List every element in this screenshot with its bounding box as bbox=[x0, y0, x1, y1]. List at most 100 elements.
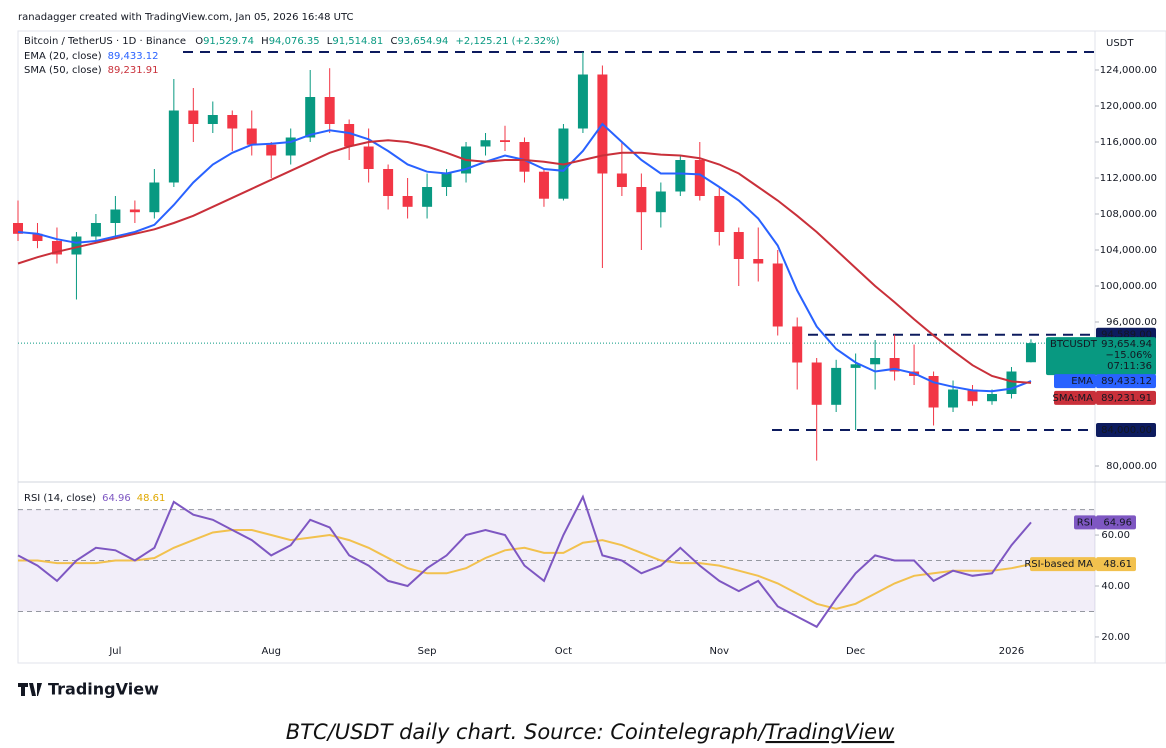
series-tag-value: 64.96 bbox=[1103, 517, 1132, 528]
series-tag-box bbox=[1096, 390, 1156, 405]
sma-value: 89,231.91 bbox=[108, 65, 159, 76]
candle-body bbox=[500, 140, 510, 143]
price-tag-text: 07:11:36 bbox=[1107, 361, 1152, 372]
candle-body bbox=[792, 326, 803, 363]
series-tag-name: SMA:MA bbox=[1053, 393, 1094, 404]
y-tick-label: 80,000.00 bbox=[1106, 461, 1157, 472]
ohlc-label: C bbox=[390, 36, 397, 47]
series-tag-name-box bbox=[1074, 515, 1096, 530]
candle-body bbox=[207, 115, 218, 125]
candle-body bbox=[344, 124, 355, 147]
candle-body bbox=[967, 389, 978, 402]
x-tick-label: Jul bbox=[108, 646, 121, 657]
candle-body bbox=[538, 171, 549, 199]
ohlc-label: O bbox=[195, 36, 203, 47]
level-tag-text: 94,589.00 bbox=[1101, 330, 1152, 341]
brand: TradingView bbox=[18, 680, 159, 699]
series-tag-box bbox=[1096, 515, 1136, 530]
candle-body bbox=[694, 160, 705, 197]
y-tick-label: 112,000.00 bbox=[1100, 173, 1157, 184]
candle-body bbox=[129, 209, 140, 213]
candle-body bbox=[188, 110, 199, 125]
candle-body bbox=[948, 389, 959, 408]
brand-name: TradingView bbox=[48, 680, 159, 699]
candle-body bbox=[422, 187, 433, 207]
candle-body bbox=[987, 394, 997, 402]
candle-body bbox=[616, 173, 627, 188]
series-line bbox=[17, 139, 1032, 384]
ema-value: 89,433.12 bbox=[108, 51, 159, 62]
candle-body bbox=[149, 182, 160, 213]
candle-body bbox=[870, 358, 881, 365]
candle-body bbox=[889, 358, 900, 372]
x-tick-label: Dec bbox=[846, 646, 865, 657]
x-tick-label: Sep bbox=[418, 646, 437, 657]
series-tag-name-box bbox=[1054, 374, 1096, 389]
rsi-ma-value: 48.61 bbox=[137, 493, 166, 504]
ohlc-value: 91,529.74 bbox=[203, 36, 254, 47]
candle-body bbox=[480, 140, 491, 147]
x-tick-label: Aug bbox=[261, 646, 281, 657]
candle-body bbox=[51, 241, 62, 255]
rsi-legend: RSI (14, close) 64.96 48.61 bbox=[24, 493, 165, 504]
candle-body bbox=[383, 169, 394, 197]
candle-body bbox=[363, 146, 374, 170]
candle-body bbox=[324, 97, 335, 125]
sma-legend: SMA (50, close) 89,231.91 bbox=[24, 65, 159, 76]
y-tick-label: 104,000.00 bbox=[1100, 245, 1157, 256]
rsi-value: 64.96 bbox=[102, 493, 131, 504]
candle-body bbox=[675, 160, 686, 192]
logo bbox=[18, 683, 42, 696]
candle-body bbox=[831, 367, 842, 405]
caption-link[interactable]: TradingView bbox=[765, 720, 895, 744]
y-tick-label: 108,000.00 bbox=[1100, 209, 1157, 220]
ema-label: EMA (20, close) bbox=[24, 51, 102, 62]
price-tag-box bbox=[1046, 337, 1156, 376]
ohlc-label: H bbox=[261, 36, 269, 47]
candle-body bbox=[168, 110, 179, 183]
candle-body bbox=[402, 196, 413, 207]
caption: BTC/USDT daily chart. Source: Cointelegr… bbox=[286, 720, 895, 744]
candle-body bbox=[733, 232, 744, 260]
y-tick-label: 100,000.00 bbox=[1100, 281, 1157, 292]
x-tick-label: Oct bbox=[555, 646, 572, 657]
candle-body bbox=[305, 97, 316, 138]
candle-body bbox=[928, 376, 939, 408]
ema-legend: EMA (20, close) 89,433.12 bbox=[24, 51, 159, 62]
candle-body bbox=[110, 209, 121, 224]
series-tag-box bbox=[1096, 374, 1156, 389]
candle-body bbox=[1025, 343, 1036, 363]
series-tag-box bbox=[1096, 557, 1136, 572]
candle-body bbox=[32, 233, 43, 242]
candle-body bbox=[772, 263, 783, 327]
candle-body bbox=[753, 259, 764, 264]
caption-text: BTC/USDT daily chart. Source: Cointelegr… bbox=[286, 720, 768, 744]
y-tick-label: 20.00 bbox=[1101, 632, 1130, 643]
candle-body bbox=[655, 191, 666, 213]
series-tag-value: 48.61 bbox=[1103, 559, 1132, 570]
y-tick-label: 40.00 bbox=[1101, 581, 1130, 592]
sma-label: SMA (50, close) bbox=[24, 65, 102, 76]
ohlc-label: L bbox=[327, 36, 333, 47]
candle-body bbox=[71, 236, 82, 255]
series-line bbox=[17, 494, 1032, 629]
candle-body bbox=[285, 137, 296, 156]
y-tick-label: 60.00 bbox=[1101, 530, 1130, 541]
candle-body bbox=[13, 223, 23, 234]
ohlc-value: 91,514.81 bbox=[332, 36, 383, 47]
price-tag-symbol: BTCUSDT bbox=[1050, 339, 1098, 350]
candle-body bbox=[246, 128, 257, 145]
axis-label: USDT bbox=[1106, 38, 1134, 49]
series-tag-name-box bbox=[1054, 390, 1096, 405]
candle-body bbox=[266, 144, 277, 156]
symbol-name: Bitcoin / TetherUS · 1D · Binance bbox=[24, 36, 186, 47]
y-tick-label: 120,000.00 bbox=[1100, 101, 1157, 112]
legend: Bitcoin / TetherUS · 1D · Binance O91,52… bbox=[24, 36, 560, 504]
series-tag-value: 89,433.12 bbox=[1101, 376, 1152, 387]
candle-body bbox=[90, 223, 101, 237]
rsi-band bbox=[18, 509, 1095, 612]
ohlc-value: 93,654.94 bbox=[397, 36, 448, 47]
credit: ranadagger created with TradingView.com,… bbox=[18, 12, 354, 23]
y-tick-label: 116,000.00 bbox=[1100, 137, 1157, 148]
